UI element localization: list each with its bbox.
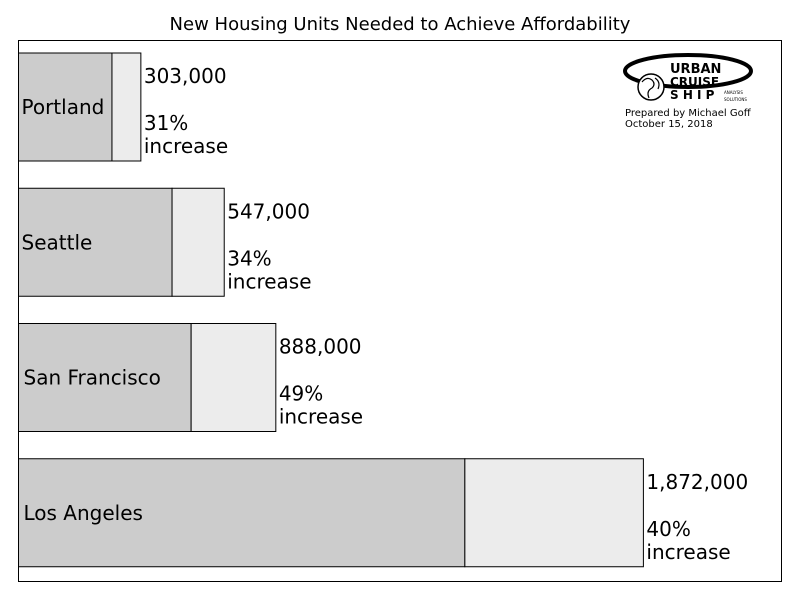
- bar-needed: [464, 458, 644, 568]
- logo-tag2: SOLUTIONS: [724, 97, 747, 102]
- data-label-increase: increase: [646, 540, 730, 564]
- data-label-increase: increase: [227, 269, 311, 293]
- globe-land-shape: [641, 77, 660, 99]
- data-label-increase: increase: [279, 405, 363, 429]
- data-label-increase: increase: [144, 134, 228, 158]
- bar-existing: [18, 323, 192, 432]
- data-label-value: 888,000: [279, 335, 362, 359]
- category-label: Seattle: [22, 230, 93, 254]
- logo-tag1: ANALYSIS: [724, 90, 743, 95]
- logo-line1: URBAN: [670, 62, 721, 77]
- data-label-value: 1,872,000: [646, 470, 748, 494]
- bar-needed: [111, 52, 142, 162]
- category-label: Portland: [22, 95, 105, 119]
- plot-frame: [18, 40, 782, 582]
- bar-needed: [171, 187, 225, 297]
- logo-line3: S H I P: [670, 88, 715, 102]
- bar-needed: [190, 323, 277, 432]
- data-label-value: 547,000: [227, 199, 310, 223]
- category-label: Los Angeles: [24, 501, 143, 525]
- logo-ring: [623, 53, 753, 89]
- chart-title: New Housing Units Needed to Achieve Affo…: [169, 14, 631, 35]
- data-label-value: 303,000: [144, 64, 227, 88]
- bar-existing: [18, 187, 173, 297]
- data-label-percent: 49%: [279, 382, 323, 406]
- bar-existing: [18, 458, 466, 568]
- bar-existing: [18, 52, 113, 162]
- logo-line2: CRUISE: [670, 75, 719, 89]
- prepared-by-label: Prepared by Michael Goff: [625, 108, 752, 119]
- data-label-percent: 40%: [646, 517, 690, 541]
- bars-layer: Portland303,00031%increaseSeattle547,000…: [18, 52, 748, 568]
- company-logo: URBAN CRUISE S H I P ANALYSIS SOLUTIONS …: [623, 53, 753, 130]
- data-label-percent: 34%: [227, 246, 271, 270]
- category-label: San Francisco: [24, 366, 161, 390]
- data-label-percent: 31%: [144, 111, 188, 135]
- prepared-date: October 15, 2018: [625, 119, 713, 130]
- globe-icon: [637, 73, 665, 101]
